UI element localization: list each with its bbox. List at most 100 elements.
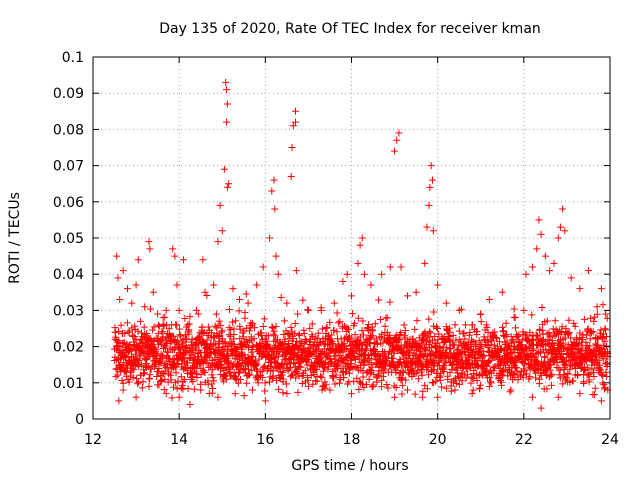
data-point — [360, 270, 368, 278]
data-point — [279, 389, 287, 397]
data-point — [178, 382, 186, 390]
data-point — [304, 382, 312, 390]
data-point — [364, 356, 372, 364]
data-point — [455, 380, 463, 388]
data-point — [427, 162, 435, 170]
data-point — [283, 361, 291, 369]
data-point — [401, 333, 409, 341]
data-point — [434, 336, 442, 344]
x-tick-label: 24 — [601, 432, 619, 448]
data-point — [361, 358, 369, 366]
data-point — [317, 306, 325, 314]
data-point — [319, 367, 327, 375]
data-point — [118, 364, 126, 372]
data-point — [369, 327, 377, 335]
data-point — [446, 324, 454, 332]
data-point — [323, 353, 331, 361]
data-point — [588, 365, 596, 373]
data-point — [291, 118, 299, 126]
data-point — [217, 321, 225, 329]
data-point — [455, 306, 463, 314]
data-point — [294, 310, 302, 318]
data-point — [601, 385, 609, 393]
data-point — [181, 314, 189, 322]
data-point — [252, 361, 260, 369]
data-point — [269, 330, 277, 338]
data-point — [175, 344, 183, 352]
data-point — [358, 340, 366, 348]
data-point — [287, 172, 295, 180]
data-point — [197, 386, 205, 394]
data-point — [528, 393, 536, 401]
data-point — [223, 100, 231, 108]
data-point — [209, 385, 217, 393]
data-point — [547, 360, 555, 368]
data-point — [565, 328, 573, 336]
data-point — [555, 327, 563, 335]
data-point — [261, 379, 269, 387]
data-point — [437, 369, 445, 377]
data-point — [215, 317, 223, 325]
data-point — [413, 346, 421, 354]
data-point — [113, 252, 121, 260]
data-point — [265, 378, 273, 386]
data-point — [163, 340, 171, 348]
data-point — [186, 401, 194, 409]
data-point — [541, 353, 549, 361]
data-point — [334, 361, 342, 369]
data-point — [123, 285, 131, 293]
data-point — [398, 375, 406, 383]
data-point — [261, 397, 269, 405]
data-point — [365, 354, 373, 362]
data-point — [398, 390, 406, 398]
data-point — [331, 355, 339, 363]
data-point — [162, 390, 170, 398]
data-point — [283, 299, 291, 307]
data-point — [267, 362, 275, 370]
data-point — [268, 323, 276, 331]
data-point — [155, 365, 163, 373]
data-point — [146, 245, 154, 253]
data-point — [576, 285, 584, 293]
data-point — [558, 323, 566, 331]
data-point — [495, 364, 503, 372]
data-point — [526, 373, 534, 381]
data-point — [184, 385, 192, 393]
y-tick-label: 0.05 — [53, 231, 84, 247]
data-point — [266, 234, 274, 242]
data-point — [503, 358, 511, 366]
data-point — [592, 351, 600, 359]
x-tick-label: 12 — [84, 432, 102, 448]
data-point — [230, 325, 238, 333]
data-point — [244, 299, 252, 307]
data-point — [385, 331, 393, 339]
data-point — [434, 393, 442, 401]
data-point — [378, 377, 386, 385]
data-point — [522, 270, 530, 278]
data-point — [475, 337, 483, 345]
data-point — [468, 390, 476, 398]
data-point — [506, 368, 514, 376]
data-point — [164, 364, 172, 372]
data-point — [182, 349, 190, 357]
data-point — [395, 129, 403, 137]
data-point — [350, 377, 358, 385]
data-point — [492, 334, 500, 342]
data-point — [583, 364, 591, 372]
x-tick-labels: 12 14 16 18 20 22 24 — [84, 432, 619, 448]
data-point — [333, 328, 341, 336]
data-point — [119, 267, 127, 275]
x-axis-title: GPS time / hours — [291, 458, 408, 474]
data-point — [602, 326, 610, 334]
data-point — [280, 317, 288, 325]
data-point — [576, 390, 584, 398]
data-point — [602, 332, 610, 340]
data-point — [358, 234, 366, 242]
data-point — [259, 374, 267, 382]
data-point — [269, 324, 277, 332]
data-point — [603, 373, 611, 381]
data-point — [532, 331, 540, 339]
data-point — [520, 330, 528, 338]
data-point — [306, 324, 314, 332]
